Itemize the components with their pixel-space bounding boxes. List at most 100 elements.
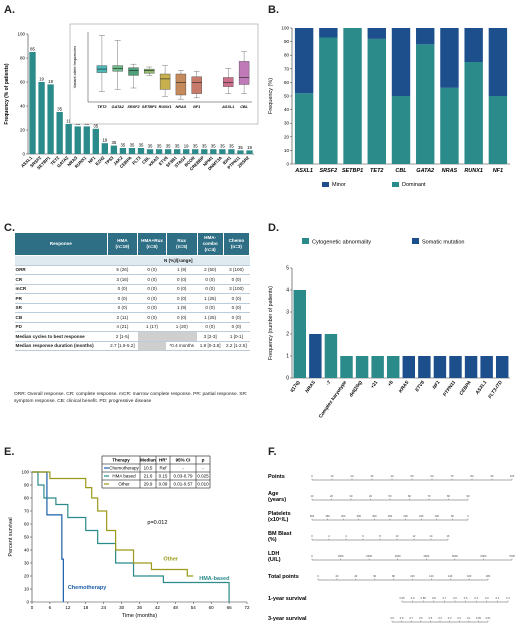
nomogram-tick-label: 60	[408, 494, 411, 498]
nomogram-tick-label: 90	[467, 494, 470, 498]
bar	[47, 84, 54, 154]
bar-value-label: 35	[139, 143, 144, 148]
table-cell: 0 (0)	[223, 322, 250, 332]
nomogram-tick-label: 0.6	[419, 616, 423, 620]
nomogram-row-label: (years)	[268, 497, 286, 503]
y-tick-label: 40	[20, 104, 26, 109]
nomogram-tick-label: 350	[357, 514, 362, 518]
inset-y-title: Variant allele frequencies	[73, 46, 77, 88]
bar	[92, 128, 99, 154]
category-label: ASXL1	[294, 168, 313, 174]
nomogram-tick-label: 500	[310, 514, 315, 518]
table-cell: 0 (0)	[166, 274, 198, 285]
bar-minor	[319, 28, 338, 38]
nomogram-row-label: Platelets	[268, 511, 291, 517]
table-row: CB 2 (11) 0 (0) 0 (0) 1 (25) 0 (0)	[14, 312, 250, 323]
table-cell: 2.2 [1-2.5]	[223, 341, 250, 351]
nomogram-tick-label: 120	[429, 574, 434, 578]
survival-curve	[32, 471, 64, 602]
table-cell: 0 (0)	[137, 274, 167, 285]
panel-label-f: F.	[268, 446, 277, 458]
bar-value-label: 35	[220, 144, 225, 149]
y-tick-label: 2	[286, 332, 289, 338]
nomogram-tick-label: 6	[362, 534, 364, 538]
nomogram-tick-label: 30	[371, 474, 374, 478]
nomogram-tick-label: 0.7	[443, 596, 447, 600]
nomogram-tick-label: 0	[311, 534, 313, 538]
nomogram-tick-label: 30	[350, 494, 353, 498]
y-tick-label: 100	[17, 32, 25, 37]
nomogram-row-label: (x10⁹/L)	[268, 517, 289, 523]
col-header: Chemo (n=3)	[222, 232, 251, 256]
bar-value-label: 19	[39, 77, 44, 82]
box	[128, 67, 139, 76]
y-tick-label: 40	[284, 107, 290, 112]
nomogram-tick-label: 0	[317, 574, 319, 578]
category-label: IDH1	[222, 155, 233, 166]
y-tick-label: 0	[22, 152, 25, 157]
bar	[355, 356, 369, 378]
x-tick-label: 54	[191, 605, 197, 610]
x-tick-label: 12	[65, 605, 71, 610]
nomogram-tick-label: 20	[330, 494, 333, 498]
nomogram-tick-label: 12	[413, 534, 416, 538]
table-cell: 1 (9)	[166, 265, 198, 275]
bar	[340, 356, 353, 378]
bar-minor	[367, 28, 386, 39]
bar-value-label: 19	[102, 138, 107, 143]
nomogram-tick-label: 400	[341, 514, 346, 518]
table-cell: 0 (0)	[223, 312, 250, 323]
col-header: HMA- combo (n=4)	[196, 232, 224, 256]
clonal-dominance-chart: 0 10 20 30 40 50 60 70 80 90 100 Frequency (%) ASXL1…	[268, 26, 510, 188]
row-label: SR	[14, 303, 108, 313]
table-row: Median response duration (months) 2.7 [1.…	[14, 341, 250, 351]
table-cell: 0 (0)	[107, 293, 138, 304]
y-axis-title: Percent survival	[8, 517, 14, 556]
nomogram-tick-label: 2	[328, 534, 330, 538]
y-tick-label: 60	[20, 80, 26, 85]
y-tick-label: 20	[284, 134, 290, 139]
bar	[173, 149, 181, 154]
bar-minor	[464, 28, 483, 62]
panel-label-c: C.	[4, 222, 15, 234]
y-tick-label: 40	[24, 548, 30, 553]
nomogram-tick-label: 0.8	[432, 596, 436, 600]
table-cell: 0 (0)	[166, 284, 198, 294]
x-tick-label: 72	[244, 605, 250, 610]
table-cell: 0 (0)	[166, 312, 198, 323]
e-table-text: Median	[140, 458, 156, 463]
table-cell: 0 (0)	[107, 303, 138, 313]
table-cell	[166, 331, 198, 342]
category-label: del(20q)	[348, 379, 364, 398]
y-tick-label: 80	[24, 496, 30, 501]
e-table-text: Other	[118, 482, 130, 487]
table-cell: 0 (0)	[166, 293, 198, 304]
nomogram-tick-label: 160	[467, 574, 472, 578]
bar	[228, 149, 235, 154]
nomogram-tick-label: 0	[311, 474, 313, 478]
nomogram-tick-label: 0.9	[390, 616, 394, 620]
nomogram-tick-label: 50	[451, 514, 454, 518]
nomogram-tick-label: 2000	[366, 554, 372, 558]
table-cell: 1 [0-1]	[223, 331, 250, 342]
y-tick-label: 50	[24, 535, 30, 540]
bar	[137, 148, 145, 154]
y-tick-label: 90	[24, 483, 30, 488]
category-label: SRSF2	[319, 168, 337, 174]
bar-dominant	[391, 96, 411, 164]
nomogram-tick-label: 100	[510, 474, 515, 478]
category-label: FLT3-ITD	[487, 379, 504, 400]
table-cell: 2 (50)	[197, 265, 224, 275]
inset-category-label: SRSF2	[127, 105, 140, 109]
bar	[201, 149, 208, 154]
nomogram-row-label: Age	[268, 491, 278, 497]
nomogram-tick-label: 0.3	[485, 596, 489, 600]
nomogram-tick-label: 150	[419, 514, 424, 518]
bar	[183, 149, 190, 154]
inset-category-label: NF1	[193, 105, 200, 109]
category-label: ASXL1	[474, 379, 489, 396]
y-tick-label: 70	[24, 509, 30, 514]
inset-category-label: RUNX1	[159, 105, 172, 109]
nomogram-tick-label: 7000	[509, 554, 515, 558]
nomogram-tick-label: 0	[467, 514, 469, 518]
